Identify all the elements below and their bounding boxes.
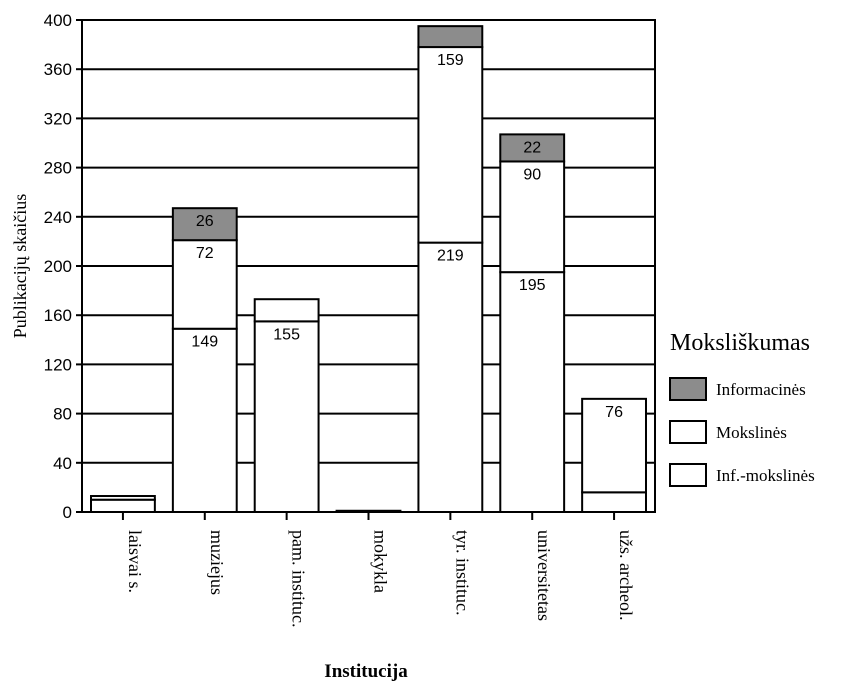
grid-lines [82, 19, 655, 464]
x-tick-label-5: tyr. instituc. [452, 530, 472, 616]
bars: 149 72 26 155 219 159 195 90 22 76 [90, 25, 647, 514]
bar-segment-3-1 [253, 320, 320, 513]
data-label-5-1: 219 [437, 248, 464, 265]
y-tick-label-200: 200 [44, 257, 72, 276]
y-tick-label-160: 160 [44, 306, 72, 325]
y-tick-label-80: 80 [53, 405, 72, 424]
data-label-6-1: 195 [519, 277, 546, 294]
x-tick-labels: laisvai s. muziejus pam. instituc. mokykla t… [125, 530, 636, 628]
bar-segment-3-2 [253, 298, 320, 323]
legend-label-3: Inf.-mokslinės [716, 466, 815, 485]
legend-label-1: Informacinės [716, 380, 806, 399]
y-tick-label-240: 240 [44, 208, 72, 227]
bar-segment-7-1 [581, 491, 647, 514]
data-label-6-2: 90 [523, 166, 541, 183]
data-label-5-2: 159 [437, 52, 464, 69]
x-tick-label-6: universitetas [534, 530, 554, 621]
legend-swatch-3 [669, 463, 707, 487]
bar-segment-5-3 [417, 25, 484, 49]
legend-title: Moksliškumas [670, 330, 810, 356]
x-axis-title: Institucija [324, 661, 408, 682]
data-label-6-3: 22 [523, 139, 541, 156]
data-label-2-3: 26 [196, 213, 214, 230]
x-tick-label-3: pam. instituc. [289, 530, 309, 628]
bar-segment-5-1 [417, 241, 484, 513]
y-tick-label-360: 360 [44, 60, 72, 79]
y-tick-label-320: 320 [44, 109, 72, 128]
data-label-2-1: 149 [191, 334, 218, 351]
legend: Moksliškumas Informacinės Mokslinės Inf.-m… [669, 330, 815, 487]
y-tick-label-120: 120 [44, 355, 72, 374]
bar-segment-6-2 [499, 160, 566, 274]
bar-segment-6-1 [499, 271, 566, 513]
legend-label-2: Mokslinės [716, 423, 787, 442]
axes [76, 19, 656, 520]
bar-segment-6-3 [499, 133, 566, 163]
bar-segment-7-2 [581, 397, 647, 494]
bar-segment-1-2 [90, 495, 156, 501]
y-tick-label-0: 0 [63, 503, 72, 522]
x-tick-label-1: laisvai s. [125, 530, 145, 593]
y-axis-title: Publikacijų skaičius [10, 194, 30, 338]
y-tick-label-400: 400 [44, 11, 72, 30]
x-tick-label-7: užs. archeol. [616, 530, 636, 620]
bar-segment-1-1 [90, 498, 156, 514]
y-tick-labels: 0 40 80 120 160 200 240 280 320 360 400 [44, 11, 72, 522]
bar-segment-2-1 [171, 327, 238, 514]
y-tick-label-40: 40 [53, 454, 72, 473]
bar-segment-2-3 [171, 207, 238, 242]
data-label-2-2: 72 [196, 245, 214, 262]
legend-swatch-2 [669, 420, 707, 444]
data-label-3-1: 155 [273, 326, 300, 343]
bar-segment-5-2 [417, 46, 484, 244]
x-tick-label-2: muziejus [207, 530, 227, 595]
legend-swatch-1 [669, 377, 707, 401]
data-label-7-2: 76 [605, 404, 623, 421]
y-tick-label-280: 280 [44, 159, 72, 178]
x-tick-label-4: mokykla [371, 530, 391, 593]
